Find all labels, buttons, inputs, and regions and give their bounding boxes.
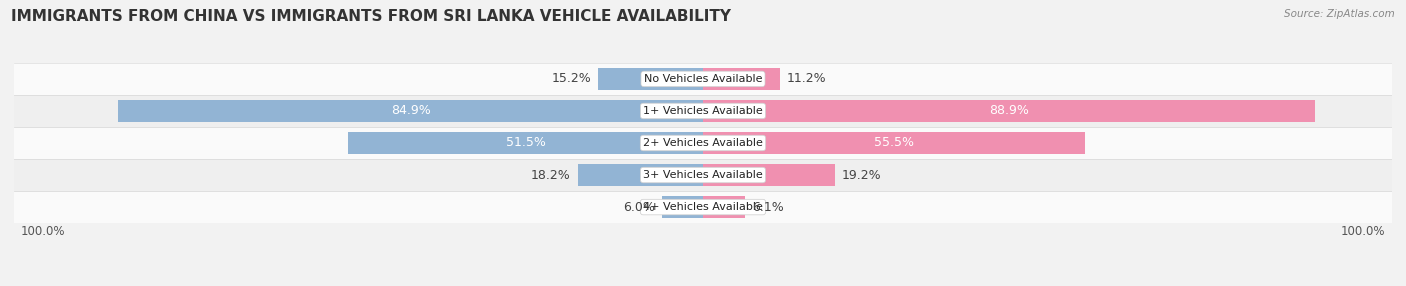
Text: Source: ZipAtlas.com: Source: ZipAtlas.com — [1284, 9, 1395, 19]
Text: 19.2%: 19.2% — [842, 168, 882, 182]
Bar — [14, 159, 1392, 191]
Text: 1+ Vehicles Available: 1+ Vehicles Available — [643, 106, 763, 116]
Bar — [703, 132, 1085, 154]
Bar — [599, 68, 703, 90]
Text: 2+ Vehicles Available: 2+ Vehicles Available — [643, 138, 763, 148]
Text: 84.9%: 84.9% — [391, 104, 430, 118]
Legend: Immigrants from China, Immigrants from Sri Lanka: Immigrants from China, Immigrants from S… — [508, 282, 898, 286]
Bar — [703, 164, 835, 186]
Bar — [14, 191, 1392, 223]
Text: 6.1%: 6.1% — [752, 200, 783, 214]
Bar — [14, 127, 1392, 159]
Text: 15.2%: 15.2% — [551, 72, 592, 86]
Bar — [14, 63, 1392, 95]
Bar — [578, 164, 703, 186]
Bar — [703, 196, 745, 218]
Bar — [703, 68, 780, 90]
Text: 51.5%: 51.5% — [506, 136, 546, 150]
Bar — [14, 95, 1392, 127]
Bar — [349, 132, 703, 154]
Text: No Vehicles Available: No Vehicles Available — [644, 74, 762, 84]
Text: 11.2%: 11.2% — [787, 72, 827, 86]
Text: 18.2%: 18.2% — [531, 168, 571, 182]
Text: 4+ Vehicles Available: 4+ Vehicles Available — [643, 202, 763, 212]
Bar — [118, 100, 703, 122]
Text: 88.9%: 88.9% — [990, 104, 1029, 118]
Text: IMMIGRANTS FROM CHINA VS IMMIGRANTS FROM SRI LANKA VEHICLE AVAILABILITY: IMMIGRANTS FROM CHINA VS IMMIGRANTS FROM… — [11, 9, 731, 23]
Text: 6.0%: 6.0% — [623, 200, 655, 214]
Text: 100.0%: 100.0% — [21, 225, 66, 238]
Text: 3+ Vehicles Available: 3+ Vehicles Available — [643, 170, 763, 180]
Bar — [703, 100, 1316, 122]
Text: 55.5%: 55.5% — [875, 136, 914, 150]
Text: 100.0%: 100.0% — [1340, 225, 1385, 238]
Bar — [662, 196, 703, 218]
